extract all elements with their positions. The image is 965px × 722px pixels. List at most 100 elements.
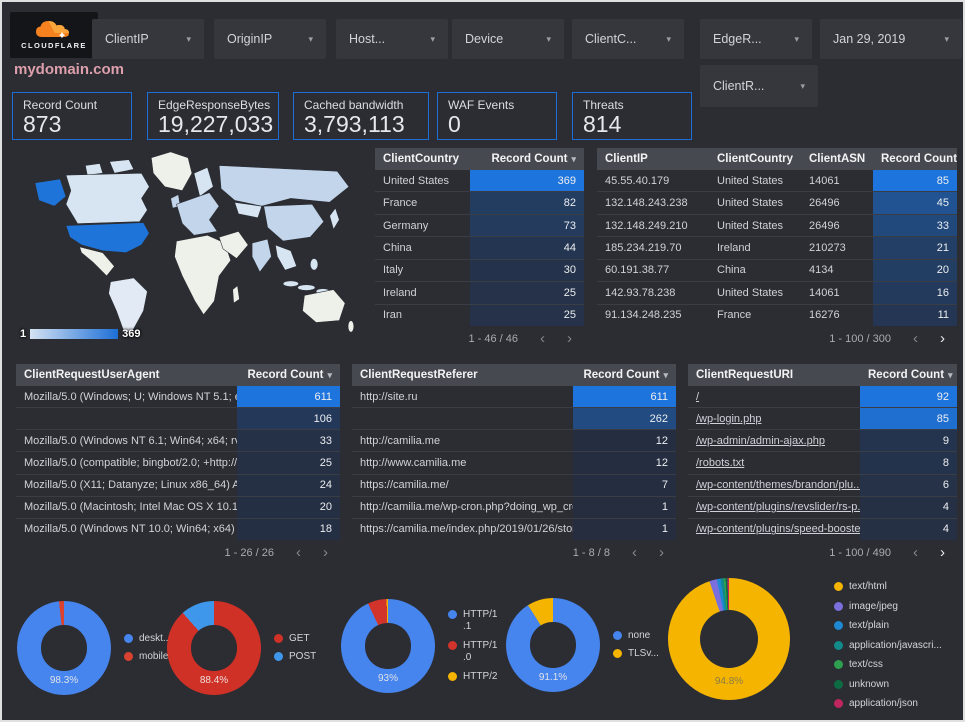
table-row[interactable]: /wp-login.php 85 xyxy=(688,407,957,430)
table-row[interactable]: https://camilia.me/index.php/2019/01/26/… xyxy=(352,517,676,540)
legend-item[interactable]: HTTP/1.1 xyxy=(448,609,500,634)
table-row[interactable]: Mozilla/5.0 (Macintosh; Intel Mac OS X 1… xyxy=(16,495,340,518)
table-row[interactable]: /robots.txt 8 xyxy=(688,451,957,474)
column-header[interactable]: ClientRequestReferer xyxy=(360,369,478,381)
table-row[interactable]: /wp-content/plugins/revslider/rs-p... 4 xyxy=(688,495,957,518)
table-row[interactable]: /wp-content/themes/brandon/plu... 6 xyxy=(688,473,957,496)
filter-clientrequest[interactable]: ClientR... ▾ xyxy=(700,65,818,107)
world-map-choropleth[interactable]: 1 369 xyxy=(12,148,370,346)
table-row[interactable]: 106 xyxy=(16,407,340,430)
legend-item[interactable]: none xyxy=(613,630,659,643)
table-row[interactable]: 185.234.219.70 Ireland 210273 21 xyxy=(597,236,957,259)
pagination-prev-icon[interactable]: ‹ xyxy=(632,544,637,561)
table-row[interactable]: Ireland 25 xyxy=(375,281,584,304)
pagination-next-icon[interactable]: › xyxy=(323,544,328,561)
table-row[interactable]: Germany 73 xyxy=(375,213,584,237)
table-row[interactable]: Mozilla/5.0 (Windows NT 6.1; Win64; x64;… xyxy=(16,429,340,452)
legend-item[interactable]: application/json xyxy=(834,698,942,711)
legend-item[interactable]: image/jpeg xyxy=(834,601,942,614)
legend-item[interactable]: text/plain xyxy=(834,620,942,633)
table-row[interactable]: Mozilla/5.0 (X11; Datanyze; Linux x86_64… xyxy=(16,473,340,496)
table-row[interactable]: http://camilia.me 12 xyxy=(352,429,676,452)
chevron-down-icon: ▾ xyxy=(794,33,799,44)
pagination-prev-icon[interactable]: ‹ xyxy=(540,330,545,347)
table-row[interactable]: /wp-content/plugins/speed-booste... 4 xyxy=(688,517,957,540)
uri-link[interactable]: /robots.txt xyxy=(696,456,745,469)
table-row[interactable]: 132.148.243.238 United States 26496 45 xyxy=(597,191,957,214)
column-header[interactable]: ClientRequestUserAgent xyxy=(24,369,160,381)
table-cell: Mozilla/5.0 (Windows NT 10.0; Win64; x64… xyxy=(24,523,237,536)
table-row[interactable]: 45.55.40.179 United States 14061 85 xyxy=(597,170,957,192)
cloudflare-cloud-icon xyxy=(36,21,69,39)
donut-percent-label: 93% xyxy=(377,673,398,684)
legend-item[interactable]: GET xyxy=(274,633,316,646)
table-row[interactable]: 60.191.38.77 China 4134 20 xyxy=(597,258,957,282)
column-header[interactable]: Record Count▾ xyxy=(881,153,957,165)
pagination-next-icon[interactable]: › xyxy=(567,330,572,347)
pagination-next-icon[interactable]: › xyxy=(940,544,945,561)
date-range-filter[interactable]: Jan 29, 2019 ▾ xyxy=(820,19,962,59)
donut-ring[interactable]: 91.1% xyxy=(506,598,600,692)
filter-clientcountry[interactable]: ClientC... ▾ xyxy=(572,19,684,59)
uri-link[interactable]: / xyxy=(696,390,700,403)
table-row[interactable]: 142.93.78.238 United States 14061 16 xyxy=(597,281,957,304)
donut-ring[interactable]: 98.3% xyxy=(17,601,111,695)
table-row[interactable]: / 92 xyxy=(688,386,957,408)
column-header[interactable]: ClientCountry xyxy=(383,153,460,165)
uri-link[interactable]: /wp-content/plugins/speed-booste... xyxy=(696,523,860,536)
filter-device[interactable]: Device ▾ xyxy=(452,19,564,59)
table-row[interactable]: 91.134.248.235 France 16276 11 xyxy=(597,303,957,326)
table-row[interactable]: http://site.ru 611 xyxy=(352,386,676,408)
filter-host[interactable]: Host... ▾ xyxy=(336,19,448,59)
table-row[interactable]: Iran 25 xyxy=(375,303,584,326)
column-header[interactable]: ClientASN xyxy=(809,153,866,165)
record-count-cell: 73 xyxy=(470,214,584,237)
filter-edgeresponse[interactable]: EdgeR... ▾ xyxy=(700,19,812,59)
table-row[interactable]: https://camilia.me/7 xyxy=(352,473,676,496)
legend-item[interactable]: HTTP/2 xyxy=(448,671,500,684)
table-row[interactable]: 132.148.249.210 United States 26496 33 xyxy=(597,213,957,237)
legend-item[interactable]: TLSv... xyxy=(613,648,659,661)
pagination-prev-icon[interactable]: ‹ xyxy=(913,330,918,347)
table-row[interactable]: United States 369 xyxy=(375,170,584,192)
filter-clientip[interactable]: ClientIP ▾ xyxy=(92,19,204,59)
donut-ring[interactable]: 88.4% xyxy=(167,601,261,695)
table-row[interactable]: Italy 30 xyxy=(375,258,584,282)
scorecard-value: 873 xyxy=(23,111,62,137)
legend-item[interactable]: text/css xyxy=(834,659,942,672)
legend-item[interactable]: deskt... xyxy=(124,633,171,646)
legend-item[interactable]: unknown xyxy=(834,679,942,692)
legend-item[interactable]: text/html xyxy=(834,581,942,594)
legend-item[interactable]: application/javascri... xyxy=(834,640,942,653)
pagination-next-icon[interactable]: › xyxy=(659,544,664,561)
column-header[interactable]: Record Count▾ xyxy=(491,153,576,165)
uri-link[interactable]: /wp-login.php xyxy=(696,412,762,425)
column-header[interactable]: ClientCountry xyxy=(717,153,794,165)
table-row[interactable]: France 82 xyxy=(375,191,584,214)
legend-item[interactable]: mobile xyxy=(124,651,171,664)
table-row[interactable]: Mozilla/5.0 (Windows NT 10.0; Win64; x64… xyxy=(16,517,340,540)
table-row[interactable]: Mozilla/5.0 (Windows; U; Windows NT 5.1;… xyxy=(16,386,340,408)
uri-link[interactable]: /wp-content/themes/brandon/plu... xyxy=(696,479,860,492)
uri-link[interactable]: /wp-content/plugins/revslider/rs-p... xyxy=(696,501,860,514)
column-header[interactable]: ClientIP xyxy=(605,153,648,165)
filter-originip[interactable]: OriginIP ▾ xyxy=(214,19,326,59)
column-header[interactable]: ClientRequestURI xyxy=(696,369,794,381)
pagination-prev-icon[interactable]: ‹ xyxy=(296,544,301,561)
column-header[interactable]: Record Count▾ xyxy=(247,369,332,381)
donut-ring[interactable]: 93% xyxy=(341,599,435,693)
table-row[interactable]: http://camilia.me/wp-cron.php?doing_wp_c… xyxy=(352,495,676,518)
donut-ring[interactable]: 94.8% xyxy=(668,578,790,700)
pagination-next-icon[interactable]: › xyxy=(940,330,945,347)
legend-item[interactable]: HTTP/1.0 xyxy=(448,640,500,665)
column-header[interactable]: Record Count▾ xyxy=(583,369,668,381)
table-row[interactable]: http://www.camilia.me 12 xyxy=(352,451,676,474)
uri-link[interactable]: /wp-admin/admin-ajax.php xyxy=(696,434,826,447)
table-row[interactable]: China 44 xyxy=(375,236,584,259)
table-row[interactable]: Mozilla/5.0 (compatible; bingbot/2.0; +h… xyxy=(16,451,340,474)
table-row[interactable]: /wp-admin/admin-ajax.php 9 xyxy=(688,429,957,452)
pagination-prev-icon[interactable]: ‹ xyxy=(913,544,918,561)
column-header[interactable]: Record Count▾ xyxy=(868,369,953,381)
table-row[interactable]: 262 xyxy=(352,407,676,430)
legend-item[interactable]: POST xyxy=(274,651,316,664)
